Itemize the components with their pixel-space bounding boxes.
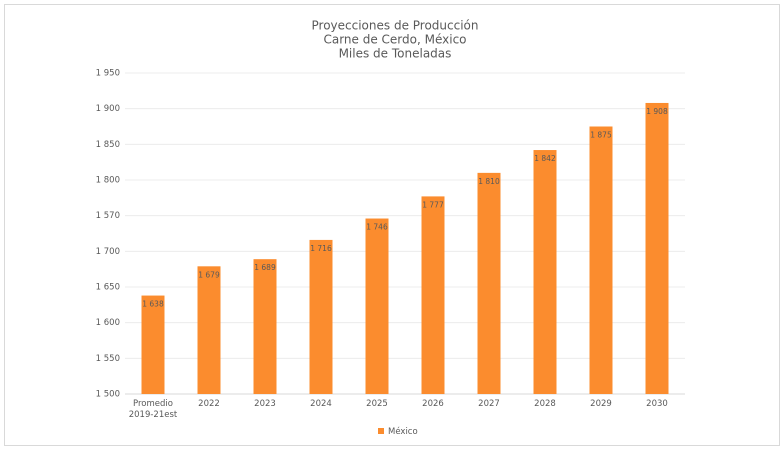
x-tick-label: 2022 bbox=[198, 399, 220, 409]
x-tick-label: Promedio 2019-21est bbox=[128, 399, 178, 420]
x-tick-label: 2025 bbox=[366, 399, 388, 409]
y-tick-label: 1 850 bbox=[96, 140, 120, 150]
bar bbox=[477, 172, 501, 394]
y-tick-label: 1 500 bbox=[96, 390, 120, 400]
data-label: 1 908 bbox=[646, 107, 668, 116]
chart-title: Miles de Toneladas bbox=[339, 47, 452, 61]
bar bbox=[645, 102, 669, 395]
bar bbox=[589, 126, 613, 394]
y-tick-label: 1 700 bbox=[96, 247, 120, 257]
legend-label: México bbox=[388, 426, 418, 437]
data-label: 1 689 bbox=[254, 263, 276, 272]
bar bbox=[365, 218, 389, 394]
x-tick-label: 2026 bbox=[422, 399, 444, 409]
y-tick-label: 1 650 bbox=[96, 283, 120, 293]
x-tick-label: 2024 bbox=[310, 399, 332, 409]
x-tick-label: 2029 bbox=[590, 399, 612, 409]
x-tick-label: 2030 bbox=[646, 399, 668, 409]
bar bbox=[533, 150, 557, 394]
y-tick-label: 1 550 bbox=[96, 354, 120, 364]
bar bbox=[253, 259, 277, 394]
bar bbox=[309, 239, 333, 394]
bar bbox=[197, 266, 221, 394]
data-label: 1 875 bbox=[590, 131, 612, 140]
data-label: 1 716 bbox=[310, 244, 332, 253]
data-label: 1 842 bbox=[534, 154, 556, 163]
legend-swatch bbox=[378, 428, 384, 434]
x-tick-label: 2023 bbox=[254, 399, 276, 409]
data-label: 1 777 bbox=[422, 200, 444, 209]
x-tick-label: 2028 bbox=[534, 399, 556, 409]
y-tick-label: 1 600 bbox=[96, 318, 120, 328]
chart-title: Carne de Cerdo, México bbox=[323, 33, 466, 47]
x-tick-label: 2027 bbox=[478, 399, 500, 409]
y-tick-label: 1 900 bbox=[96, 104, 120, 114]
bar bbox=[141, 295, 165, 394]
bar bbox=[421, 196, 445, 394]
y-tick-label: 1 800 bbox=[96, 176, 120, 186]
data-label: 1 746 bbox=[366, 223, 388, 232]
data-label: 1 810 bbox=[478, 177, 500, 186]
chart-title: Proyecciones de Producción bbox=[312, 19, 479, 33]
y-tick-label: 1 950 bbox=[96, 69, 120, 79]
y-tick-label: 1 570 bbox=[96, 211, 120, 221]
data-label: 1 638 bbox=[142, 300, 164, 309]
data-label: 1 679 bbox=[198, 270, 220, 279]
